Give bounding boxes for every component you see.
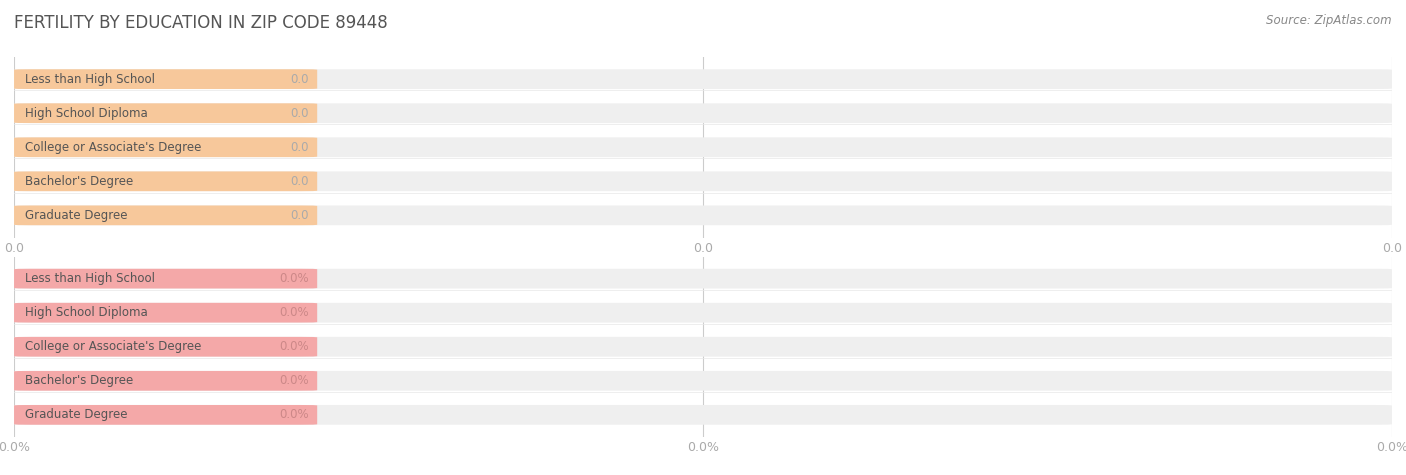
FancyBboxPatch shape bbox=[14, 371, 318, 390]
FancyBboxPatch shape bbox=[14, 337, 318, 357]
Text: College or Associate's Degree: College or Associate's Degree bbox=[25, 340, 201, 353]
Text: 0.0: 0.0 bbox=[291, 175, 309, 188]
Text: 0.0: 0.0 bbox=[291, 209, 309, 222]
FancyBboxPatch shape bbox=[14, 206, 1392, 225]
FancyBboxPatch shape bbox=[14, 371, 1392, 390]
Text: 0.0%: 0.0% bbox=[280, 306, 309, 319]
Text: Source: ZipAtlas.com: Source: ZipAtlas.com bbox=[1267, 14, 1392, 27]
Text: Bachelor's Degree: Bachelor's Degree bbox=[25, 175, 134, 188]
Text: College or Associate's Degree: College or Associate's Degree bbox=[25, 141, 201, 154]
FancyBboxPatch shape bbox=[14, 69, 1392, 89]
FancyBboxPatch shape bbox=[14, 303, 1392, 323]
FancyBboxPatch shape bbox=[14, 206, 318, 225]
Text: 0.0%: 0.0% bbox=[280, 374, 309, 387]
FancyBboxPatch shape bbox=[14, 405, 318, 425]
Text: FERTILITY BY EDUCATION IN ZIP CODE 89448: FERTILITY BY EDUCATION IN ZIP CODE 89448 bbox=[14, 14, 388, 32]
Text: 0.0%: 0.0% bbox=[280, 340, 309, 353]
FancyBboxPatch shape bbox=[14, 269, 318, 288]
FancyBboxPatch shape bbox=[14, 269, 1392, 288]
FancyBboxPatch shape bbox=[14, 137, 318, 157]
Text: Graduate Degree: Graduate Degree bbox=[25, 408, 128, 421]
FancyBboxPatch shape bbox=[14, 69, 318, 89]
Text: Less than High School: Less than High School bbox=[25, 73, 155, 86]
Text: Bachelor's Degree: Bachelor's Degree bbox=[25, 374, 134, 387]
Text: Less than High School: Less than High School bbox=[25, 272, 155, 285]
Text: 0.0%: 0.0% bbox=[280, 272, 309, 285]
FancyBboxPatch shape bbox=[14, 104, 1392, 123]
FancyBboxPatch shape bbox=[14, 405, 1392, 425]
FancyBboxPatch shape bbox=[14, 303, 318, 323]
FancyBboxPatch shape bbox=[14, 104, 318, 123]
FancyBboxPatch shape bbox=[14, 171, 318, 191]
Text: 0.0%: 0.0% bbox=[280, 408, 309, 421]
Text: High School Diploma: High School Diploma bbox=[25, 306, 148, 319]
Text: 0.0: 0.0 bbox=[291, 141, 309, 154]
Text: Graduate Degree: Graduate Degree bbox=[25, 209, 128, 222]
FancyBboxPatch shape bbox=[14, 337, 1392, 357]
FancyBboxPatch shape bbox=[14, 137, 1392, 157]
Text: 0.0: 0.0 bbox=[291, 107, 309, 120]
FancyBboxPatch shape bbox=[14, 171, 1392, 191]
Text: High School Diploma: High School Diploma bbox=[25, 107, 148, 120]
Text: 0.0: 0.0 bbox=[291, 73, 309, 86]
